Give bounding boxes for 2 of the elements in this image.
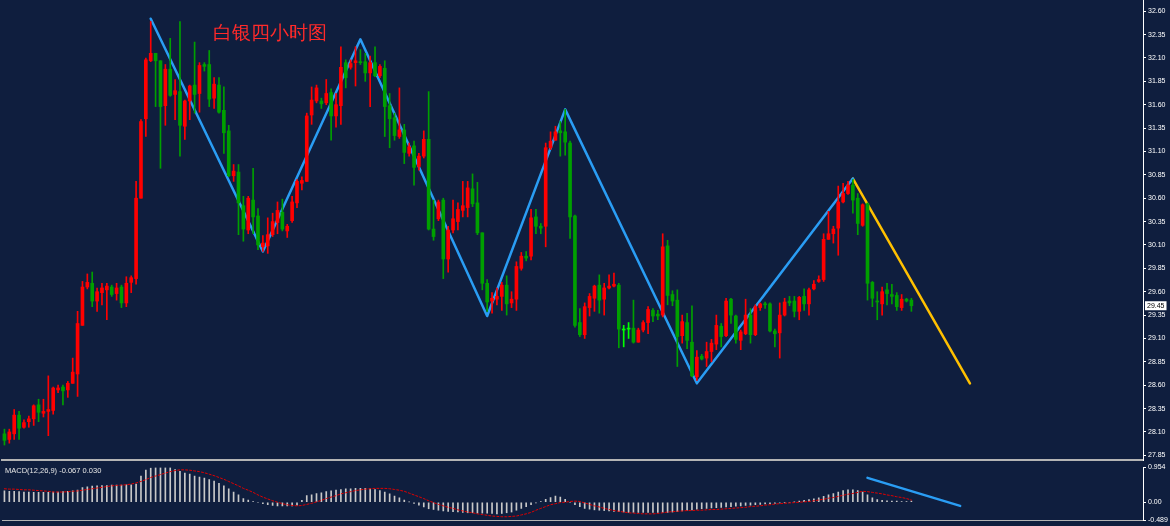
line-series xyxy=(3,469,912,518)
text: 白银四小时图 xyxy=(213,20,327,43)
